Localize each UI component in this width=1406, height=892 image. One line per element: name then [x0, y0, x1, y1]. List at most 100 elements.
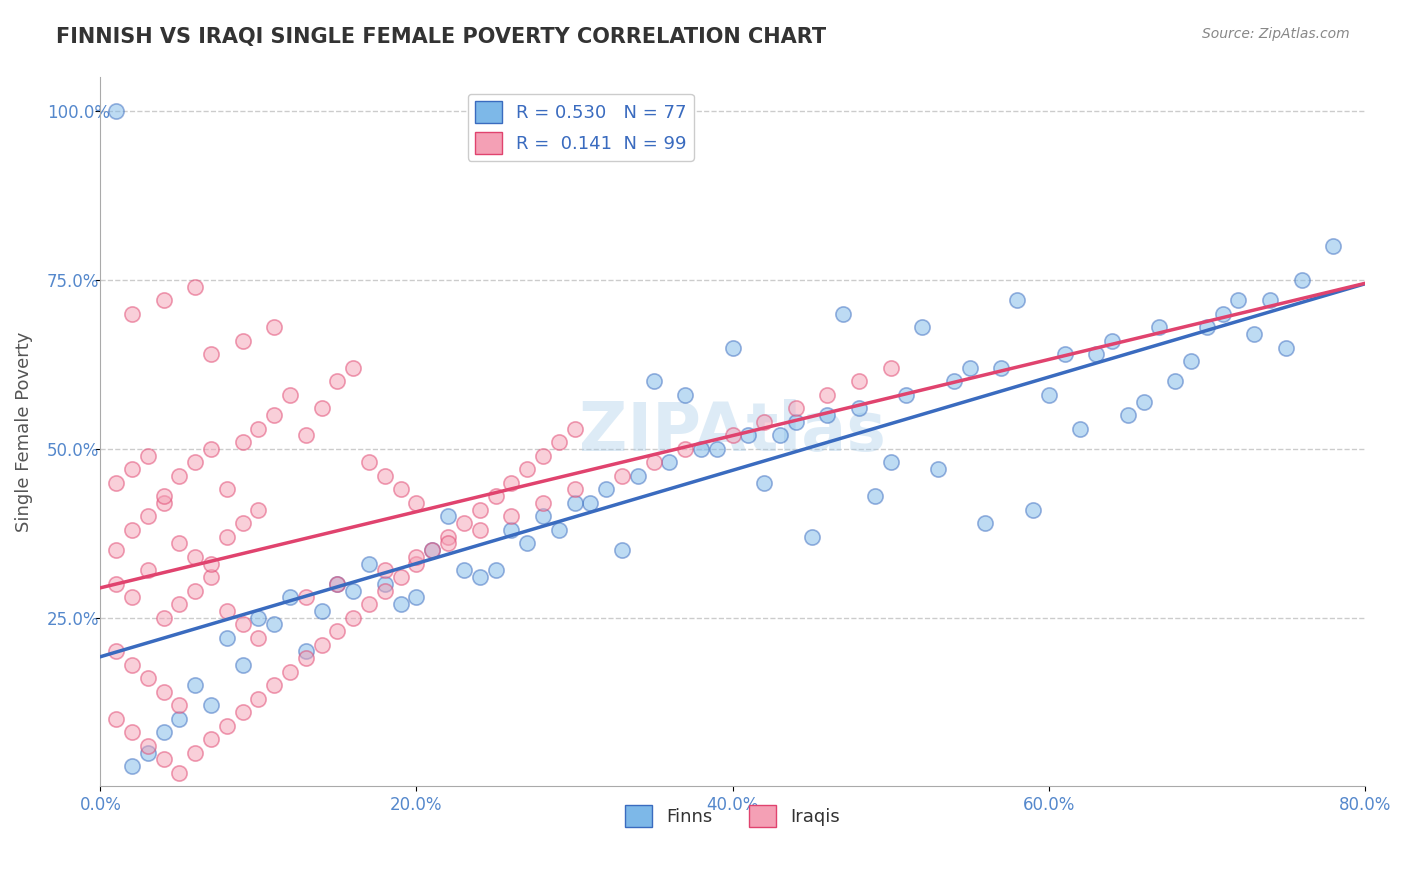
Point [311, 401, 333, 416]
Point [200, 347, 222, 361]
Point [911, 320, 934, 334]
Point [405, 549, 427, 564]
Point [1069, 421, 1091, 435]
Point [357, 557, 380, 571]
Point [879, 360, 901, 375]
Point [152, 489, 174, 503]
Point [1164, 374, 1187, 388]
Point [278, 665, 301, 679]
Point [278, 388, 301, 402]
Point [785, 401, 807, 416]
Point [136, 509, 159, 524]
Point [737, 428, 759, 442]
Point [501, 509, 523, 524]
Point [121, 462, 143, 476]
Point [295, 428, 318, 442]
Point [1085, 347, 1108, 361]
Point [263, 678, 285, 692]
Point [184, 746, 207, 760]
Point [1053, 347, 1076, 361]
Point [295, 644, 318, 658]
Point [405, 557, 427, 571]
Point [169, 698, 191, 713]
Point [121, 523, 143, 537]
Point [658, 455, 681, 469]
Point [501, 475, 523, 490]
Point [564, 483, 586, 497]
Point [1022, 502, 1045, 516]
Point [437, 536, 460, 550]
Point [184, 678, 207, 692]
Point [169, 597, 191, 611]
Point [706, 442, 728, 456]
Point [105, 543, 128, 558]
Point [136, 563, 159, 577]
Point [184, 549, 207, 564]
Point [247, 502, 270, 516]
Legend: Finns, Iraqis: Finns, Iraqis [617, 797, 848, 834]
Point [516, 462, 538, 476]
Point [263, 320, 285, 334]
Point [121, 591, 143, 605]
Point [848, 374, 870, 388]
Point [959, 360, 981, 375]
Point [357, 455, 380, 469]
Point [800, 530, 823, 544]
Point [547, 523, 569, 537]
Point [643, 455, 665, 469]
Point [468, 523, 491, 537]
Point [184, 279, 207, 293]
Point [516, 536, 538, 550]
Point [326, 624, 349, 639]
Point [927, 462, 949, 476]
Point [673, 442, 696, 456]
Point [468, 570, 491, 584]
Point [643, 374, 665, 388]
Point [232, 705, 254, 719]
Point [1101, 334, 1123, 348]
Point [579, 496, 602, 510]
Point [1258, 293, 1281, 308]
Point [200, 698, 222, 713]
Point [1274, 341, 1296, 355]
Point [136, 672, 159, 686]
Point [1291, 273, 1313, 287]
Point [152, 293, 174, 308]
Point [105, 712, 128, 726]
Point [1227, 293, 1250, 308]
Point [785, 415, 807, 429]
Point [278, 591, 301, 605]
Point [374, 468, 396, 483]
Point [152, 610, 174, 624]
Point [152, 685, 174, 699]
Point [232, 334, 254, 348]
Point [184, 583, 207, 598]
Point [311, 638, 333, 652]
Point [437, 509, 460, 524]
Point [184, 455, 207, 469]
Point [863, 489, 886, 503]
Point [169, 468, 191, 483]
Point [374, 577, 396, 591]
Point [200, 557, 222, 571]
Point [374, 563, 396, 577]
Point [247, 631, 270, 645]
Point [152, 752, 174, 766]
Point [501, 523, 523, 537]
Point [815, 408, 838, 422]
Point [1212, 307, 1234, 321]
Point [468, 502, 491, 516]
Point [673, 388, 696, 402]
Point [1132, 394, 1154, 409]
Point [295, 651, 318, 665]
Point [374, 583, 396, 598]
Point [152, 496, 174, 510]
Point [232, 435, 254, 450]
Point [200, 732, 222, 747]
Point [121, 657, 143, 672]
Point [531, 496, 554, 510]
Point [232, 617, 254, 632]
Point [879, 455, 901, 469]
Point [815, 388, 838, 402]
Point [200, 442, 222, 456]
